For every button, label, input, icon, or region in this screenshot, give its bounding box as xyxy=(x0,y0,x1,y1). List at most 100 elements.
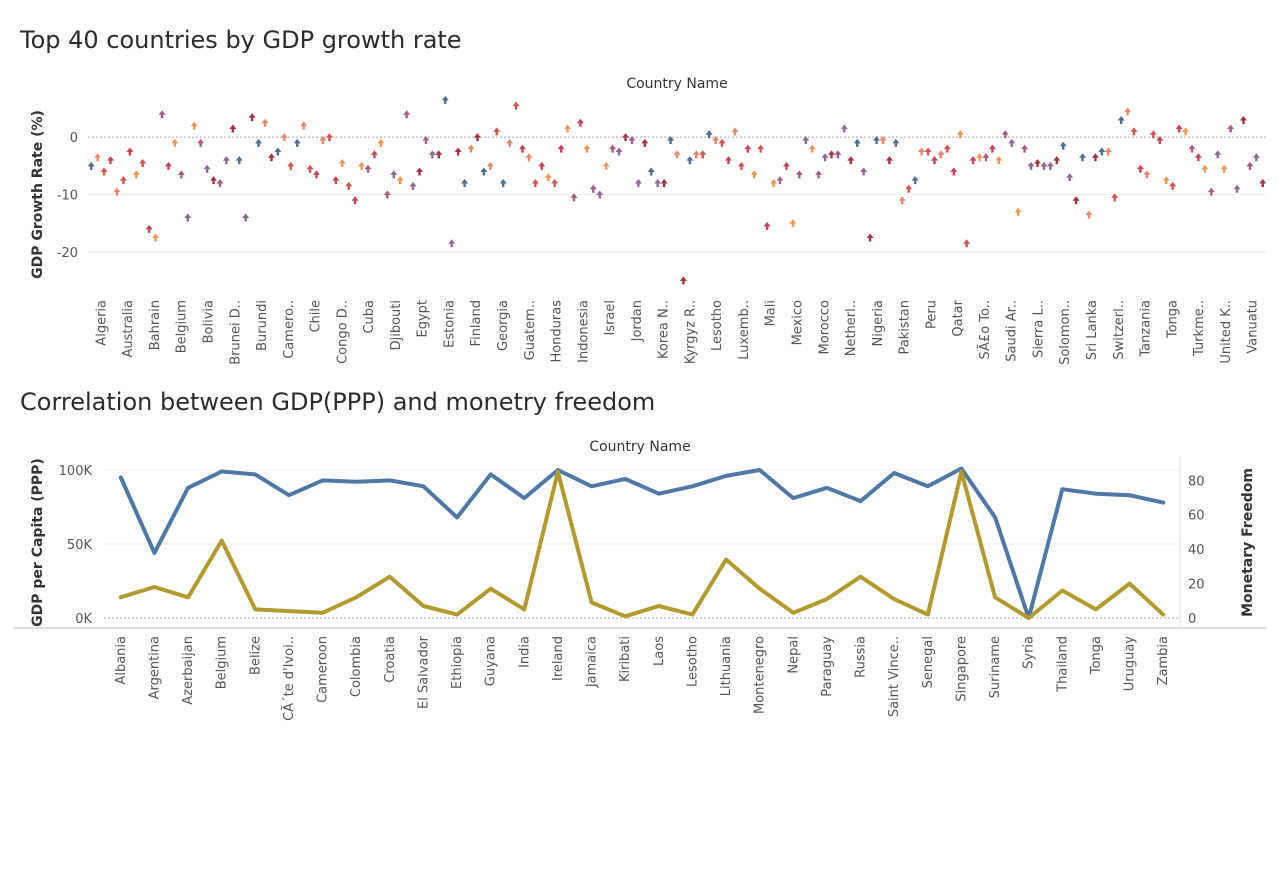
x-tick-label: Burundi xyxy=(255,300,270,351)
x-tick-label: Algeria xyxy=(94,300,109,346)
data-point xyxy=(216,179,224,188)
data-point xyxy=(602,161,610,170)
data-point xyxy=(757,144,765,153)
data-point xyxy=(422,136,430,145)
x-tick-label: Argentina xyxy=(147,636,162,699)
data-point xyxy=(1072,196,1080,205)
x-tick-label: Suriname xyxy=(988,636,1003,698)
data-point xyxy=(383,190,391,199)
x-tick-label: Tonga xyxy=(1089,636,1104,675)
data-point xyxy=(544,173,552,182)
x-tick-label: Camero.. xyxy=(282,300,297,359)
data-point xyxy=(1175,124,1183,133)
data-point xyxy=(1091,153,1099,162)
x-tick-label: Bolivia xyxy=(201,300,216,343)
data-point xyxy=(596,190,604,199)
data-point xyxy=(158,110,166,119)
x-tick-label: Pakistan xyxy=(898,300,913,354)
data-point xyxy=(802,136,810,145)
data-point xyxy=(274,147,282,156)
x-tick-label: Colombia xyxy=(349,636,364,697)
data-point xyxy=(718,138,726,147)
data-point xyxy=(152,233,160,242)
x-tick-label: Indonesia xyxy=(576,300,591,363)
data-point xyxy=(557,144,565,153)
y-axis-title: GDP Growth Rate (%) xyxy=(30,110,46,279)
data-point xyxy=(519,144,527,153)
data-point xyxy=(1104,147,1112,156)
data-point xyxy=(815,170,823,179)
x-tick-label: Saudi Ar.. xyxy=(1005,300,1020,362)
data-point xyxy=(345,181,353,190)
data-point xyxy=(782,161,790,170)
x-tick-label: Ireland xyxy=(551,636,566,681)
data-point xyxy=(313,170,321,179)
data-point xyxy=(351,196,359,205)
data-point xyxy=(1027,161,1035,170)
data-point xyxy=(177,170,185,179)
data-point xyxy=(770,179,778,188)
x-tick-label: Lesotho xyxy=(710,300,725,351)
data-point xyxy=(467,144,475,153)
x-tick-label: United K.. xyxy=(1219,300,1234,364)
x-tick-label: Albania xyxy=(114,636,129,685)
data-point xyxy=(615,147,623,156)
data-point xyxy=(1053,156,1061,165)
x-tick-label: Montenegro xyxy=(753,636,768,714)
data-point xyxy=(1001,130,1009,139)
x-tick-label: Vanuatu xyxy=(1246,300,1261,354)
x-tick-label: Peru xyxy=(924,300,939,329)
data-point xyxy=(267,153,275,162)
data-point xyxy=(963,239,971,248)
data-point xyxy=(1124,107,1132,116)
x-tick-label: Sierra L.. xyxy=(1031,300,1046,358)
x-tick-label: Ethiopia xyxy=(450,636,465,689)
x-tick-label: Cuba xyxy=(362,300,377,334)
data-point xyxy=(937,150,945,159)
data-point xyxy=(853,138,861,147)
data-point xyxy=(1021,144,1029,153)
data-point xyxy=(589,184,597,193)
data-point xyxy=(1079,153,1087,162)
data-point xyxy=(564,124,572,133)
data-point xyxy=(911,176,919,185)
data-point xyxy=(493,127,501,136)
data-point xyxy=(750,170,758,179)
data-point xyxy=(969,156,977,165)
data-point xyxy=(1059,141,1067,150)
data-point xyxy=(1239,115,1247,124)
data-point xyxy=(679,276,687,285)
x-tick-label: Saint Vince.. xyxy=(887,636,902,717)
x-tick-label: Switzerl.. xyxy=(1112,300,1127,360)
data-point xyxy=(576,118,584,127)
data-point xyxy=(1220,164,1228,173)
x-tick-label: Singapore xyxy=(954,636,969,702)
data-point xyxy=(325,133,333,142)
x-tick-label: Morocco xyxy=(817,300,832,354)
x-tick-label: El Salvador xyxy=(416,635,431,709)
data-point xyxy=(396,176,404,185)
data-point xyxy=(364,164,372,173)
data-point xyxy=(744,144,752,153)
data-point xyxy=(203,164,211,173)
x-tick-label: Zambia xyxy=(1156,636,1171,685)
data-point xyxy=(506,138,514,147)
x-tick-label: SÃ£o To.. xyxy=(977,300,993,359)
right-tick-label: 80 xyxy=(1188,474,1205,489)
x-tick-label: Mexico xyxy=(790,300,805,345)
data-point xyxy=(570,193,578,202)
x-tick-label: India xyxy=(517,636,532,668)
x-tick-label: Tanzania xyxy=(1139,300,1154,358)
x-tick-label: Congo D.. xyxy=(335,300,350,364)
data-point xyxy=(943,144,951,153)
data-point xyxy=(486,161,494,170)
data-point xyxy=(1233,184,1241,193)
data-point xyxy=(461,179,469,188)
data-point xyxy=(1014,207,1022,216)
data-point xyxy=(184,213,192,222)
data-point xyxy=(403,110,411,119)
right-tick-label: 40 xyxy=(1188,543,1205,558)
data-point xyxy=(885,156,893,165)
x-tick-label: Cameroon xyxy=(316,636,331,703)
left-tick-label: 100K xyxy=(59,464,93,479)
